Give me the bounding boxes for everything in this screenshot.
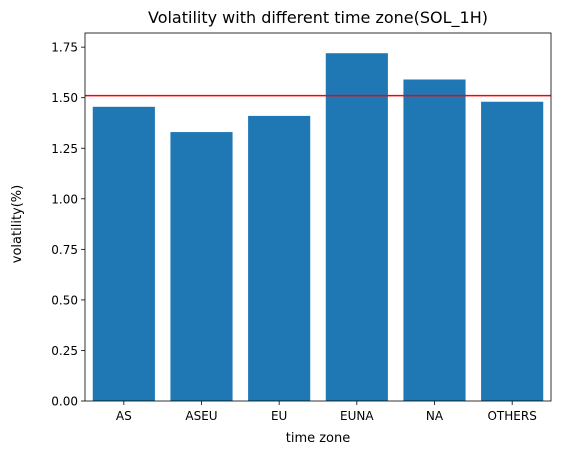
x-axis-label: time zone: [286, 431, 351, 446]
y-tick-label: 0.25: [51, 344, 78, 358]
x-tick-label: ASEU: [185, 409, 217, 423]
y-tick-label: 0.50: [51, 293, 78, 307]
bar-others: [481, 101, 544, 401]
plot-area: AS ASEU EU EUNA NA OTHERS 0.00 0.25 0.50 0.75 1.00…: [51, 32, 552, 423]
plot-frame: [84, 32, 552, 402]
y-tick-label: 1.00: [51, 192, 78, 206]
bar-euna: [325, 53, 388, 401]
x-tick-label: OTHERS: [487, 409, 536, 423]
x-tick-label: EU: [271, 409, 287, 423]
x-tick-label: AS: [116, 409, 132, 423]
y-tick-label: 0.75: [51, 243, 78, 257]
x-tick-label: EUNA: [340, 409, 374, 423]
y-tick-label: 1.25: [51, 142, 78, 156]
bar-eu: [248, 115, 311, 402]
x-tick-label: NA: [426, 409, 444, 423]
y-tick-label: 0.00: [51, 395, 78, 409]
bar-as: [92, 106, 155, 402]
y-tick-label: 1.75: [51, 41, 78, 55]
bar-aseu: [170, 132, 233, 402]
y-tick-label: 1.50: [51, 91, 78, 105]
y-axis-label: volatility(%): [10, 185, 25, 263]
bar-na: [403, 79, 466, 401]
chart-title: Volatility with different time zone(SOL_…: [148, 8, 488, 28]
